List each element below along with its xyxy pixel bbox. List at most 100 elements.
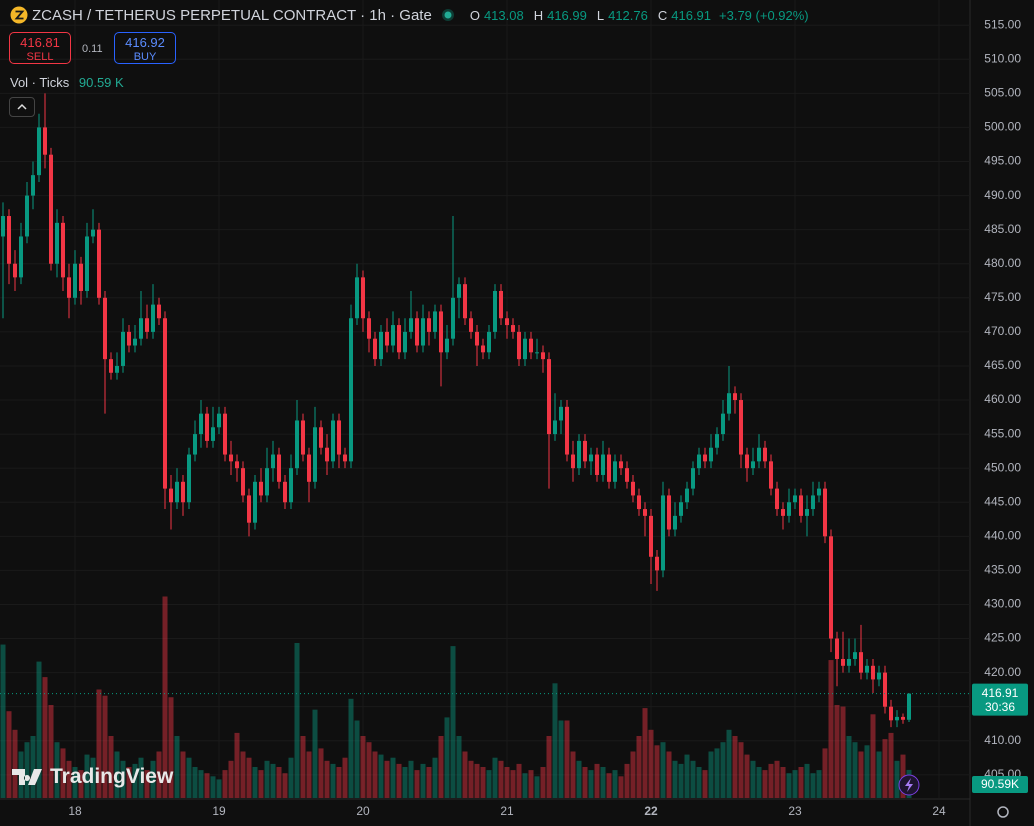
volume-bar — [636, 736, 642, 798]
y-tick-label: 425.00 — [984, 631, 1021, 645]
candle-body — [229, 454, 233, 462]
candle-body — [49, 154, 53, 264]
candle-body — [433, 311, 437, 332]
volume-bar — [468, 760, 474, 798]
volume-bar — [882, 739, 888, 798]
candle-body — [607, 454, 611, 482]
y-tick-label: 455.00 — [984, 426, 1021, 440]
volume-bar — [852, 742, 858, 798]
candle-body — [25, 195, 29, 237]
candle-body — [175, 481, 179, 503]
candle-body — [205, 413, 209, 441]
volume-bar — [828, 660, 834, 798]
candle-body — [481, 345, 485, 353]
candle-body — [463, 284, 467, 319]
volume-bar — [780, 767, 786, 798]
candle-body — [559, 406, 563, 421]
y-tick-label: 480.00 — [984, 256, 1021, 270]
sell-button[interactable]: 416.81 SELL — [9, 32, 71, 64]
volume-bar — [630, 751, 636, 798]
y-tick-label: 465.00 — [984, 358, 1021, 372]
volume-bar — [270, 763, 276, 798]
y-tick-label: 495.00 — [984, 154, 1021, 168]
y-tick-label: 450.00 — [984, 460, 1021, 474]
candle-body — [295, 420, 299, 469]
candle-body — [421, 318, 425, 346]
buy-button[interactable]: 416.92 BUY — [114, 32, 176, 64]
spread: 0.11 — [82, 43, 103, 55]
volume-bar — [354, 720, 360, 798]
candle-body — [259, 481, 263, 496]
candle-body — [13, 263, 17, 278]
open-value: 413.08 — [483, 7, 524, 23]
volume-bar — [756, 767, 762, 798]
candle-body — [127, 331, 131, 346]
candle-body — [625, 468, 629, 482]
candle-body — [637, 495, 641, 510]
candle-body — [835, 638, 839, 659]
candle-body — [91, 229, 95, 237]
candle-body — [235, 461, 239, 469]
volume-bar — [522, 773, 528, 798]
candle-body — [97, 229, 101, 298]
candle-body — [469, 318, 473, 332]
collapse-button[interactable] — [9, 97, 35, 117]
candle-body — [793, 495, 797, 503]
candle-body — [55, 222, 59, 264]
candle-body — [73, 263, 77, 298]
y-tick-label: 470.00 — [984, 324, 1021, 338]
candle-body — [673, 515, 677, 530]
candle-body — [745, 454, 749, 469]
candle-body — [289, 468, 293, 503]
volume-bar — [762, 770, 768, 798]
volume-bar — [90, 757, 96, 798]
volume-bar — [288, 757, 294, 798]
volume-bar — [534, 776, 540, 798]
volume-bar — [360, 736, 366, 798]
volume-bar — [600, 767, 606, 798]
y-tick-label: 490.00 — [984, 188, 1021, 202]
candle-body — [247, 495, 251, 523]
candle-body — [61, 222, 65, 278]
volume-bar — [576, 760, 582, 798]
buy-label: BUY — [133, 51, 157, 63]
candle-body — [475, 331, 479, 346]
volume-bar — [666, 751, 672, 798]
candle-body — [613, 461, 617, 482]
candle-body — [643, 509, 647, 516]
volume-bar — [330, 763, 336, 798]
candle-body — [751, 461, 755, 469]
candle-body — [319, 427, 323, 448]
volume-bar — [162, 596, 168, 798]
candle-body — [739, 400, 743, 455]
candle-body — [859, 652, 863, 673]
volume-bar — [864, 745, 870, 798]
volume-bar — [192, 767, 198, 798]
volume-bar — [144, 770, 150, 798]
candle-body — [253, 481, 257, 523]
candle-body — [655, 556, 659, 571]
candle-body — [823, 488, 827, 537]
candle-body — [85, 236, 89, 291]
candle-body — [211, 427, 215, 441]
candle-body — [457, 284, 461, 298]
candle-body — [865, 665, 869, 673]
volume-bar — [798, 767, 804, 798]
volume-bar — [156, 751, 162, 798]
candle-body — [697, 454, 701, 469]
settings-icon — [997, 806, 1009, 818]
candle-body — [331, 420, 335, 462]
symbol-title[interactable]: ZCASH / TETHERUS PERPETUAL CONTRACT · 1h… — [32, 6, 432, 24]
volume-bar — [222, 770, 228, 798]
candle-body — [451, 297, 455, 339]
change: +3.79 (+0.92%) — [719, 7, 809, 23]
volume-bar — [900, 754, 906, 798]
candle-body — [631, 481, 635, 496]
volume-bar — [78, 770, 84, 798]
candle-body — [1, 216, 5, 237]
candle-body — [43, 127, 47, 155]
candle-body — [553, 420, 557, 435]
volume-bar — [138, 757, 144, 798]
volume-bar — [432, 757, 438, 798]
